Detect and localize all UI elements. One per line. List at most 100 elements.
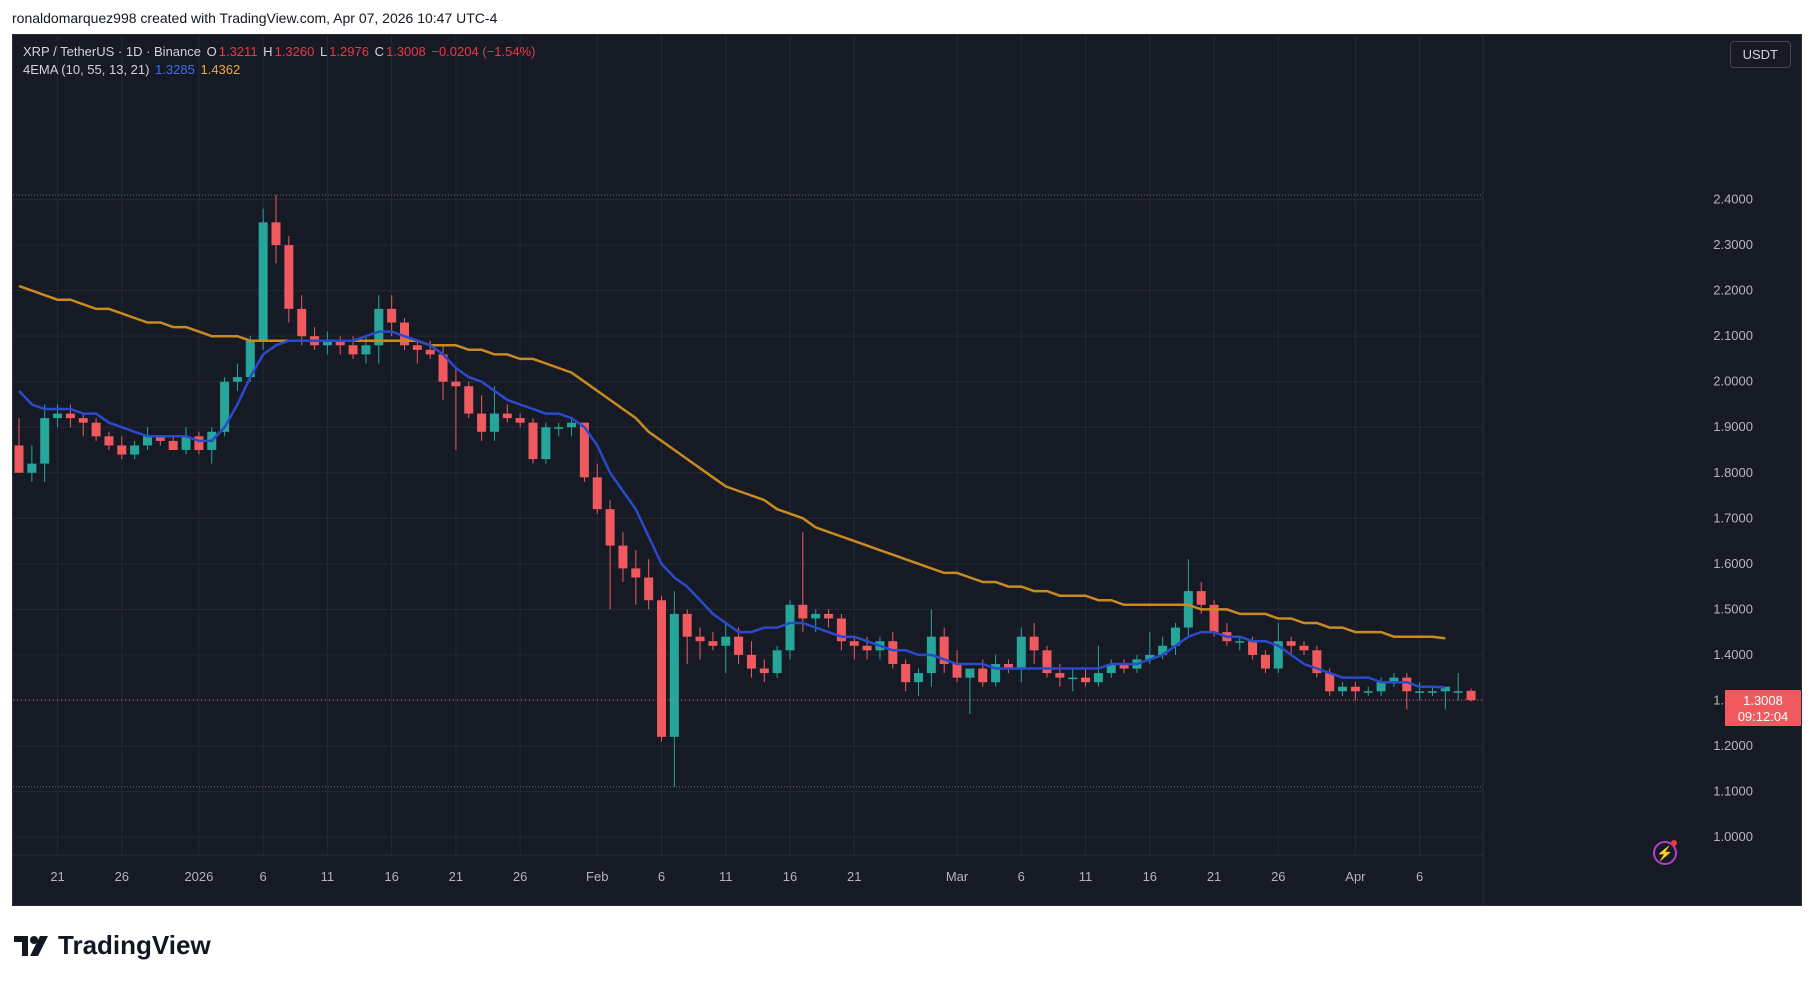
candle-body <box>644 577 654 601</box>
candle-body <box>322 340 332 346</box>
candle-body <box>258 222 268 341</box>
candle-body <box>669 613 679 737</box>
candle-body <box>130 445 140 455</box>
close-label: C <box>374 44 384 59</box>
y-tick-label: 2.4000 <box>1713 192 1753 207</box>
open-label: O <box>206 44 217 59</box>
price-tag-countdown: 09:12:04 <box>1738 709 1789 724</box>
symbol-label[interactable]: XRP / TetherUS · 1D · Binance <box>23 44 201 59</box>
candle-body <box>862 645 872 651</box>
candle-body <box>502 413 512 419</box>
candle-body <box>104 436 114 446</box>
candle-body <box>528 422 538 460</box>
candle-body <box>348 345 358 355</box>
candle-body <box>27 463 37 473</box>
candle-body <box>1376 682 1386 692</box>
candle-body <box>438 354 448 382</box>
candle-body <box>1029 636 1039 651</box>
currency-button[interactable]: USDT <box>1729 41 1791 68</box>
candle-body <box>849 641 859 646</box>
candle-body <box>1389 677 1399 683</box>
x-tick-label: 21 <box>50 869 64 884</box>
candle-body <box>785 604 795 651</box>
candle-body <box>245 340 255 378</box>
y-tick-label: 1.6000 <box>1713 556 1753 571</box>
change-value: −0.0204 (−1.54%) <box>431 44 536 59</box>
x-tick-label: Mar <box>946 869 969 884</box>
candle-body <box>759 668 769 674</box>
candle-body <box>772 650 782 674</box>
candle-body <box>78 418 88 423</box>
price-chart[interactable]: 1.00001.10001.20001.30001.40001.50001.60… <box>13 35 1801 905</box>
candle-body <box>1453 691 1463 693</box>
candle-body <box>1440 686 1450 692</box>
candle-body <box>387 308 397 323</box>
candle-body <box>1235 641 1245 643</box>
chart-panel[interactable]: 1.00001.10001.20001.30001.40001.50001.60… <box>12 34 1802 906</box>
candle-body <box>53 413 63 419</box>
candle-body <box>168 440 178 450</box>
x-tick-label: 26 <box>513 869 527 884</box>
candle-body <box>1466 690 1476 701</box>
candle-body <box>901 663 911 683</box>
candle-body <box>978 668 988 683</box>
candle-body <box>1299 645 1309 651</box>
y-tick-label: 1.1000 <box>1713 783 1753 798</box>
x-tick-label: 2026 <box>184 869 213 884</box>
candle-body <box>1286 641 1296 646</box>
attribution-text: ronaldomarquez998 created with TradingVi… <box>12 10 498 26</box>
candle-body <box>361 345 371 355</box>
candle-body <box>618 545 628 569</box>
candle-body <box>734 636 744 655</box>
candle-body <box>1248 641 1258 655</box>
low-label: L <box>319 44 328 59</box>
ema-slow-value: 1.4362 <box>200 62 241 77</box>
y-tick-label: 2.2000 <box>1713 283 1753 298</box>
x-tick-label: 6 <box>1018 869 1025 884</box>
candle-body <box>1312 650 1322 674</box>
candle-body <box>40 418 50 464</box>
candle-body <box>1196 591 1206 605</box>
candle-body <box>451 381 461 387</box>
candle-body <box>939 636 949 664</box>
y-tick-label: 2.0000 <box>1713 374 1753 389</box>
x-tick-label: 6 <box>1416 869 1423 884</box>
candle-body <box>1106 663 1116 674</box>
indicator-label[interactable]: 4EMA (10, 55, 13, 21) <box>23 62 150 77</box>
candle-body <box>579 422 589 478</box>
candle-body <box>1055 673 1065 678</box>
candle-body <box>91 422 101 437</box>
y-tick-label: 1.7000 <box>1713 510 1753 525</box>
candle-body <box>1158 645 1168 655</box>
tradingview-logo[interactable]: TradingView <box>14 930 211 961</box>
candle-body <box>271 222 281 246</box>
candle-body <box>335 340 345 346</box>
indicator-row: 4EMA (10, 55, 13, 21) 1.3285 1.4362 <box>23 61 537 79</box>
open-value: 1.3211 <box>218 44 258 59</box>
candle-body <box>657 600 666 737</box>
x-tick-label: 16 <box>384 869 398 884</box>
candle-body <box>1003 663 1013 669</box>
y-tick-label: 2.1000 <box>1713 328 1753 343</box>
ema-fast-value: 1.3285 <box>155 62 195 77</box>
x-tick-label: Feb <box>586 869 608 884</box>
candle-body <box>1145 654 1155 660</box>
candle-body <box>836 618 846 642</box>
candle-body <box>284 245 294 309</box>
candle-body <box>592 477 602 510</box>
x-tick-label: 21 <box>1207 869 1221 884</box>
candle-body <box>1016 636 1026 669</box>
logo-text: TradingView <box>58 930 211 960</box>
candle-body <box>811 613 821 619</box>
candle-body <box>1260 654 1270 669</box>
candle-body <box>155 436 165 441</box>
candle-body <box>1325 673 1335 692</box>
y-tick-label: 2.3000 <box>1713 237 1753 252</box>
lightning-icon[interactable]: ⚡ <box>1653 841 1677 865</box>
candle-body <box>708 641 718 646</box>
x-tick-label: 21 <box>449 869 463 884</box>
candle-body <box>1273 641 1283 669</box>
candle-body <box>14 445 24 473</box>
